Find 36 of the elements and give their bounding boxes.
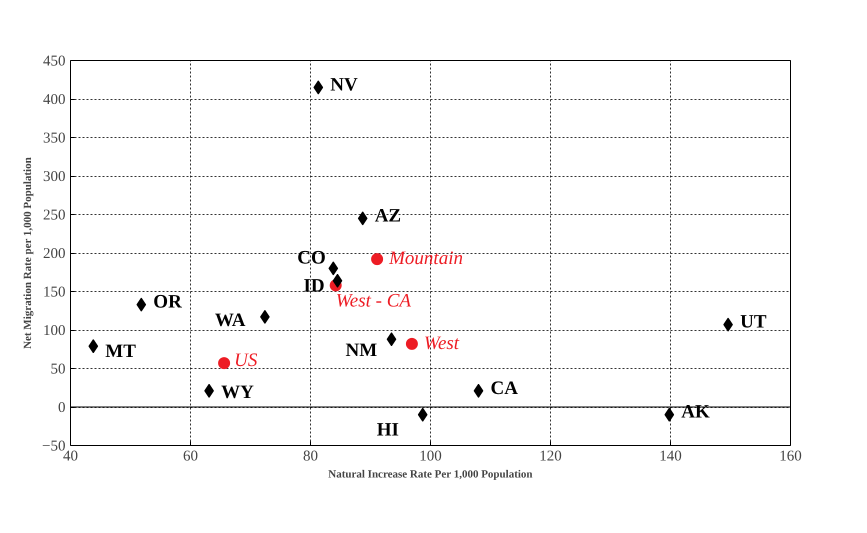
y-tick-label: 150 <box>43 284 66 300</box>
y-tick-label: 200 <box>43 246 66 262</box>
x-tick-label: 60 <box>183 448 198 464</box>
y-tick-label: 450 <box>43 54 66 70</box>
annotation: UT <box>740 312 767 333</box>
y-tick-label: 400 <box>43 92 66 108</box>
annotation: NM <box>346 340 378 362</box>
annotation: US <box>234 350 258 372</box>
y-tick-label: −50 <box>42 438 66 454</box>
annotation: West <box>424 332 460 354</box>
annotation: AZ <box>374 205 402 226</box>
annotation: WA <box>214 310 246 331</box>
annotation: ID <box>304 276 325 297</box>
x-tick-label: 140 <box>659 448 682 464</box>
y-tick-label: 50 <box>50 362 66 378</box>
y-tick-label: 250 <box>43 208 66 224</box>
x-tick-label: 80 <box>303 448 318 464</box>
x-tick-label: 160 <box>779 448 802 464</box>
annotation: Mountain <box>388 248 463 270</box>
annotation: CA <box>490 378 518 399</box>
y-tick-label: 350 <box>43 130 66 146</box>
annotation: WY <box>221 382 254 403</box>
x-tick-label: 40 <box>63 448 78 464</box>
y-axis-title: Net Migration Rate per 1,000 Population <box>22 157 34 349</box>
x-tick-label: 120 <box>539 448 562 464</box>
y-tick-label: 100 <box>43 323 66 339</box>
annotation: NV <box>330 74 358 96</box>
annotation: West - CA <box>336 290 412 312</box>
y-tick-label: 300 <box>43 169 66 185</box>
annotation: MT <box>105 341 136 362</box>
y-tick-label: 0 <box>58 400 66 416</box>
x-axis-title: Natural Increase Rate Per 1,000 Population <box>328 468 533 480</box>
x-tick-label: 100 <box>419 448 442 464</box>
annotation: CO <box>297 247 326 268</box>
annotation: OR <box>153 292 182 313</box>
annotation: HI <box>376 420 399 441</box>
